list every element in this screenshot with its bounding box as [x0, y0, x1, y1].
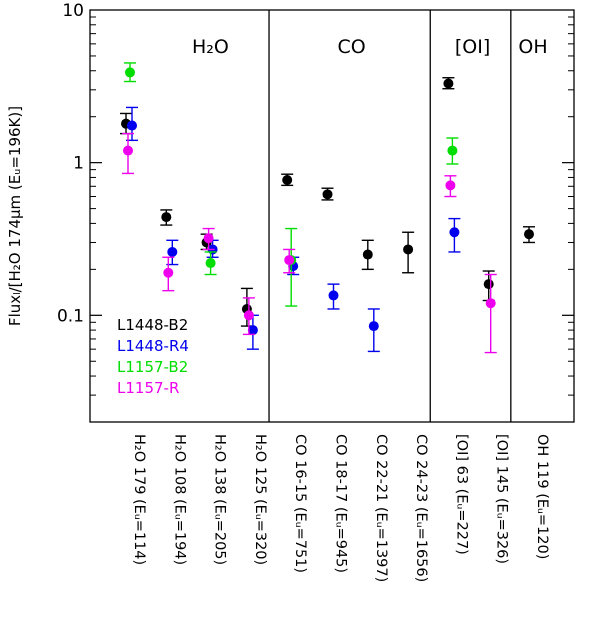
data-point	[163, 267, 174, 278]
x-tick-label: CO 18-17 (Eᵤ=945)	[333, 434, 349, 573]
data-point	[205, 258, 216, 269]
y-tick-label: 1	[73, 154, 84, 174]
data-point	[443, 78, 454, 89]
data-point	[161, 212, 172, 223]
x-tick-label: CO 24-23 (Eᵤ=1656)	[413, 434, 429, 582]
legend-entry: L1448-R4	[117, 337, 189, 355]
data-point	[485, 298, 496, 309]
x-tick-label: H₂O 179 (Eᵤ=114)	[131, 434, 147, 565]
x-tick-label: OH 119 (Eᵤ=120)	[534, 434, 550, 559]
y-ticks: 0.1 1 10	[57, 1, 574, 423]
y-tick-label: 0.1	[57, 306, 84, 326]
group-dividers	[268, 10, 512, 422]
data-point	[403, 244, 414, 255]
data-point	[524, 229, 534, 240]
x-tick-label: H₂O 125 (Eᵤ=320)	[252, 434, 268, 565]
data-point	[447, 145, 458, 156]
data-point	[167, 246, 178, 257]
data-point	[368, 321, 379, 332]
data-point	[203, 233, 214, 244]
y-tick-label: 10	[62, 1, 84, 21]
data-point	[243, 310, 254, 321]
x-tick-label: H₂O 108 (Eᵤ=194)	[171, 434, 187, 565]
data-point	[247, 325, 258, 336]
x-tick-label: CO 22-21 (Eᵤ=1397)	[373, 434, 389, 582]
group-labels: H₂O CO [OI] OH	[192, 36, 548, 58]
data-point	[449, 227, 460, 238]
group-label: CO	[338, 36, 366, 58]
data-point	[483, 279, 494, 290]
x-tick-label: [OI] 145 (Eᵤ=326)	[494, 434, 510, 564]
legend-entry: L1157-R	[117, 379, 179, 397]
legend-entry: L1157-B2	[117, 358, 188, 376]
group-label: H₂O	[192, 36, 229, 58]
data-point	[125, 67, 135, 78]
x-tick-label: CO 16-15 (Eᵤ=751)	[292, 434, 308, 573]
legend: L1448-B2 L1448-R4 L1157-B2 L1157-R	[117, 316, 189, 397]
group-label: OH	[518, 36, 547, 58]
data-point	[362, 249, 373, 260]
data-point	[284, 255, 295, 266]
data-point	[322, 189, 333, 200]
group-label: [OI]	[455, 36, 490, 58]
x-tick-labels: H₂O 179 (Eᵤ=114) H₂O 108 (Eᵤ=194) H₂O 138 …	[131, 434, 550, 582]
legend-entry: L1448-B2	[117, 316, 188, 334]
data-point	[127, 120, 137, 131]
data-point	[282, 174, 293, 185]
data-point	[123, 145, 133, 156]
y-axis-label: Fluxₗ/[H₂O 174μm (Eᵤ=196K)]	[6, 106, 24, 326]
x-tick-label: H₂O 138 (Eᵤ=205)	[212, 434, 228, 565]
data-point	[328, 290, 339, 301]
plot-frame	[89, 9, 575, 423]
x-tick-label: [OI] 63 (Eᵤ=227)	[453, 434, 469, 555]
data-marks	[120, 62, 535, 354]
data-point	[445, 180, 456, 191]
